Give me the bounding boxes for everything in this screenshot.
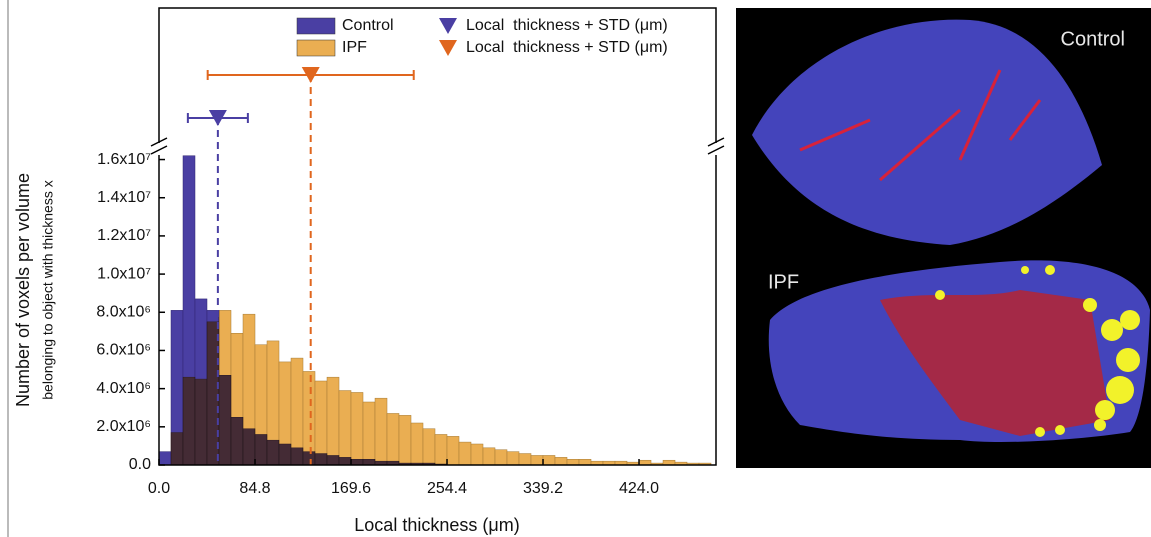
- x-tick-label: 0.0: [148, 480, 170, 497]
- bar: [182, 376, 196, 466]
- bar: [578, 459, 592, 466]
- mean-marker: [301, 67, 320, 83]
- bar: [458, 441, 472, 466]
- bar: [434, 434, 448, 466]
- bar: [350, 392, 364, 466]
- y-tick-label: 6.0x10⁶: [96, 342, 151, 359]
- legend-label: Local thickness + STD (μm): [466, 39, 668, 56]
- bar: [446, 436, 460, 466]
- x-tick-label: 424.0: [619, 480, 659, 497]
- bar: [338, 390, 352, 466]
- y-axis-subtitle: belonging to object with thickness x: [40, 180, 56, 399]
- control-vessels: [799, 69, 1042, 182]
- control-image-label: Control: [1061, 28, 1125, 50]
- x-tick-label: 169.6: [331, 480, 371, 497]
- bar: [218, 310, 232, 466]
- bar: [398, 415, 412, 466]
- bar: [302, 371, 316, 466]
- x-axis-title: Local thickness (μm): [354, 515, 519, 535]
- y-axis-title: Number of voxels per volume: [13, 173, 33, 407]
- bar: [482, 447, 496, 466]
- bar: [506, 451, 520, 466]
- bar: [170, 432, 184, 466]
- bar: [230, 333, 244, 466]
- legend-marker: [439, 18, 457, 34]
- ipf-yellow-region: [935, 265, 1140, 437]
- bar: [422, 428, 436, 466]
- control-sample: [752, 19, 1102, 245]
- legend-label: Local thickness + STD (μm): [466, 17, 668, 34]
- bar: [326, 376, 340, 466]
- bar: [158, 451, 172, 466]
- y-tick-label: 8.0x10⁶: [96, 303, 151, 320]
- y-tick-label: 1.0x10⁷: [97, 265, 151, 282]
- y-tick-label: 1.6x10⁷: [97, 151, 151, 168]
- bar: [290, 357, 304, 466]
- bar: [494, 449, 508, 466]
- bar: [374, 397, 388, 466]
- legend-label: IPF: [342, 39, 367, 56]
- bar: [266, 340, 280, 466]
- bar: [314, 380, 328, 466]
- y-tick-label: 1.2x10⁷: [97, 227, 151, 244]
- legend-swatch: [296, 39, 336, 57]
- bar: [386, 413, 400, 466]
- mean-marker: [208, 110, 227, 126]
- plot: 0.0 2.0x10⁶ 4.0x10⁶ 6.0x10⁶ 8.0x10⁶ 1.0x10⁷ 1.…: [96, 7, 725, 497]
- bar: [254, 344, 268, 466]
- x-tick-label: 339.2: [523, 480, 563, 497]
- image-panel: Control IPF: [736, 8, 1151, 468]
- y-tick-label: 0.0: [129, 456, 151, 473]
- bar: [194, 378, 208, 466]
- bar: [410, 422, 424, 466]
- bar: [554, 457, 568, 466]
- axis-break: [150, 137, 725, 155]
- series-1: [170, 310, 712, 466]
- bar: [530, 455, 544, 466]
- bar: [542, 455, 556, 466]
- x-tick-label: 84.8: [239, 480, 270, 497]
- ipf-image-label: IPF: [768, 271, 799, 293]
- legend-swatch: [296, 17, 336, 35]
- bar: [518, 453, 532, 466]
- bar: [278, 361, 292, 466]
- legend-label: Control: [342, 17, 394, 34]
- axis-frame: [158, 7, 717, 466]
- bar: [470, 443, 484, 466]
- bar: [242, 313, 256, 466]
- y-tick-label: 1.4x10⁷: [97, 189, 151, 206]
- legend-marker: [439, 40, 457, 56]
- y-tick-label: 2.0x10⁶: [96, 418, 151, 435]
- y-tick-label: 4.0x10⁶: [96, 380, 151, 397]
- bar: [566, 459, 580, 466]
- ipf-red-region: [880, 290, 1110, 436]
- bar: [362, 401, 376, 466]
- x-tick-label: 254.4: [427, 480, 467, 497]
